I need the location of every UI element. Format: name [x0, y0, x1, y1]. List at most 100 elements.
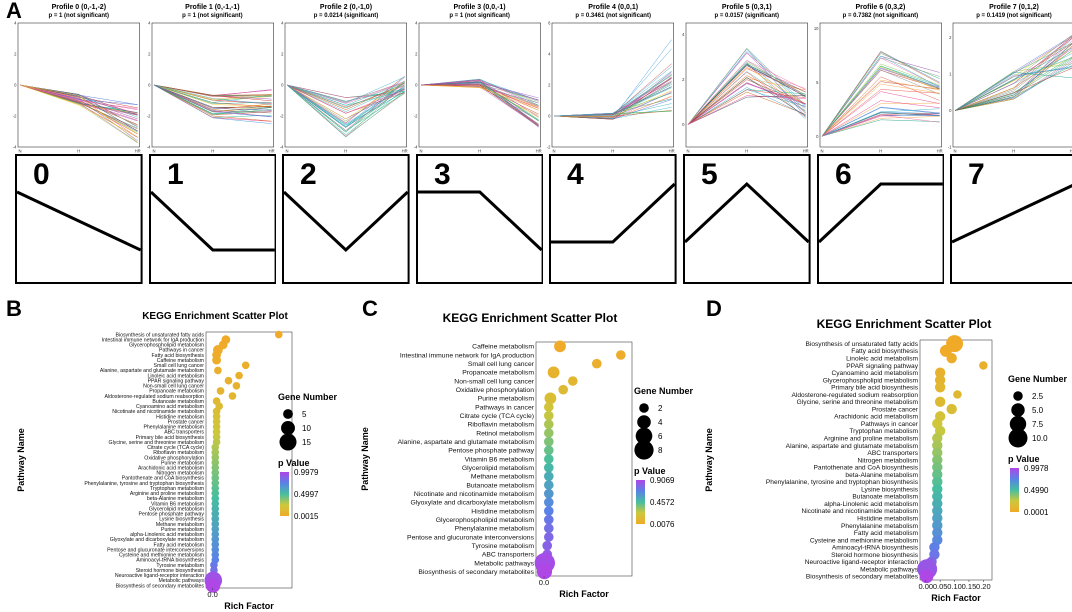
profile-line [420, 80, 539, 125]
x-tick-label: N [686, 149, 689, 154]
y-axis-label: Pathway Name [704, 428, 714, 492]
profile-title: Profile 1 (0,-1,-1) [185, 4, 240, 11]
y-tick-label: 4 [281, 21, 284, 26]
model-profile-number: 7 [968, 158, 985, 191]
scatter-point [543, 471, 554, 482]
legend-size-dot [1009, 415, 1027, 433]
pathway-name: Aldosterone-regulated sodium reabsorptio… [792, 392, 919, 399]
x-tick-label: 0.10 [947, 582, 962, 591]
plot-frame [685, 22, 808, 148]
pathway-name: Butanoate metabolism [852, 494, 918, 501]
profile-line [955, 66, 1072, 111]
profile-line [687, 79, 806, 125]
profile-line [19, 84, 138, 114]
profile-line [821, 79, 940, 137]
scatter-point [934, 374, 946, 386]
profile-0-plot: 4 2 0 -2 -4N H HR [13, 21, 141, 154]
profile-line [554, 90, 673, 117]
profile-5-header: Profile 5 (0,3,1) p = 0.0157 (significant… [684, 3, 810, 21]
pathway-name: Metabolic pathways [158, 578, 204, 584]
pathway-name: Alanine, aspartate and glutamate metabol… [786, 443, 919, 450]
x-axis-label: Rich Factor [931, 593, 981, 603]
scatter-point [235, 371, 243, 380]
pathway-name: Histidine metabolism [471, 508, 534, 515]
profile-line [821, 100, 940, 137]
pathway-name: Fatty acid metabolism [154, 542, 204, 548]
scatter-point [932, 505, 943, 517]
model-frame [415, 154, 544, 284]
profile-line [821, 55, 940, 137]
legend-color-title: p Value [634, 466, 666, 476]
kegg-scatter-plot-d: KEGG Enrichment Scatter Plot Pathway Name… [704, 317, 1068, 603]
profile-6-header: Profile 6 (0,3,2) p = 0.7382 (not signifi… [818, 3, 944, 21]
pathway-name: Pathways in cancer [475, 404, 535, 411]
pathway-name: Nicotinate and nicotinamide metabolism [801, 508, 918, 515]
profile-2-plot: 4 2 0 -2 -4N H HR [280, 21, 408, 154]
pathway-name: Pentose phosphate pathway [448, 448, 534, 455]
scatter-point [932, 498, 943, 509]
profile-line [687, 87, 806, 125]
pathway-name: Propanoate metabolism [149, 389, 204, 395]
profile-line [821, 108, 940, 137]
x-tick-label: H [77, 149, 80, 154]
model-profile-number: 6 [835, 158, 852, 191]
x-tick-label: N [820, 149, 823, 154]
profile-line [153, 84, 272, 110]
x-tick-label: HR [1070, 149, 1072, 154]
scatter-point [543, 497, 554, 508]
pathway-name: Propanoate metabolism [462, 370, 534, 377]
pathway-name: Biosynthesis of secondary metabolites [116, 583, 205, 589]
scatter-point [932, 447, 943, 458]
scatter-point [543, 488, 554, 499]
x-tick-label: 0.0 [207, 590, 217, 599]
scatter-point [932, 462, 943, 473]
pathway-name: Arginine and proline metabolism [130, 491, 204, 497]
profile-line [19, 84, 138, 109]
profile-pvalue: p = 0.1419 (not significant) [976, 13, 1052, 19]
scatter-point [543, 419, 554, 430]
profile-line [955, 58, 1072, 111]
pathway-name: Biosynthesis of secondary metabolites [418, 569, 534, 576]
scatter-point [932, 512, 943, 524]
profile-line [821, 119, 940, 137]
scatter-point [543, 532, 554, 542]
legend-color-label: 0.0001 [1024, 508, 1049, 517]
model-frame [282, 154, 410, 284]
pathway-name: Cysteine and methionine metabolism [119, 553, 204, 559]
scatter-point [934, 382, 946, 393]
profile-pvalue: p = 0.7382 (not significant) [842, 13, 919, 19]
pathway-name: Linoleic acid metabolism [846, 355, 918, 362]
model-profile-line [951, 184, 1072, 244]
profile-line [19, 84, 138, 126]
y-tick-label: -2 [547, 145, 551, 150]
pathway-name: Pathways in cancer [159, 348, 204, 354]
panel-label-d: D [706, 296, 722, 321]
profile-line [955, 43, 1072, 111]
legend-size-title: Gene Number [278, 392, 338, 402]
legend-size-label: 5 [302, 410, 307, 419]
pathway-name: Nitrogen metabolism [858, 457, 919, 464]
profile-line [420, 84, 539, 111]
pathway-name: Lysine biosynthesis [861, 486, 919, 493]
model-profile-line [283, 190, 409, 253]
profile-line [153, 84, 272, 101]
profile-line [287, 82, 405, 131]
scatter-point [934, 396, 946, 408]
profile-title: Profile 0 (0,-1,-2) [51, 4, 107, 11]
plot-frame [151, 22, 274, 148]
profile-pvalue: p = 0.0214 (significant) [313, 13, 379, 19]
pathway-name: Oxidative phosphorylation [456, 387, 534, 394]
x-tick-label: HR [936, 149, 942, 154]
scatter-point [932, 527, 943, 538]
scatter-point [932, 483, 943, 495]
model-profile-7: 7 [950, 154, 1072, 284]
legend-size-label: 2 [658, 404, 663, 413]
pathway-name: Oxidative phosphorylation [144, 455, 204, 461]
pathway-name: Nitrogen metabolism [156, 471, 204, 477]
legend-color-bar [1010, 468, 1019, 512]
profile-line [687, 67, 806, 125]
pathway-name: Riboflavin metabolism [468, 422, 535, 429]
legend-color-label: 0.4990 [1024, 486, 1049, 495]
y-tick-label: 2 [148, 52, 151, 57]
profile-line [153, 84, 272, 96]
